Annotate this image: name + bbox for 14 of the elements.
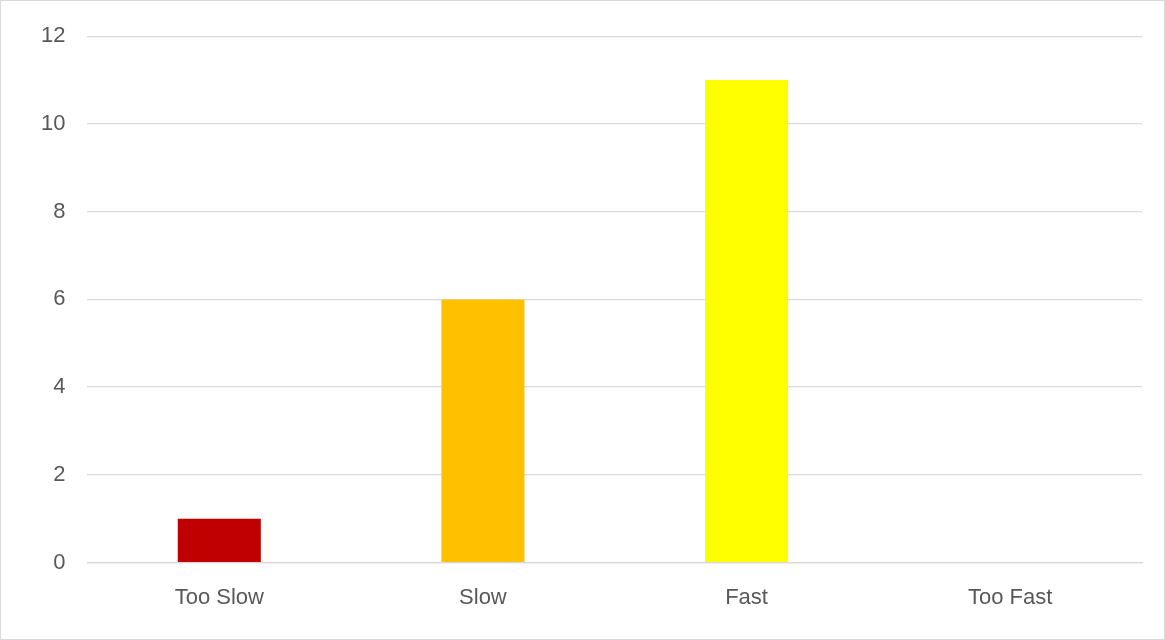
bar [441, 299, 525, 562]
y-tick-label: 8 [53, 197, 66, 223]
x-tick-label: Too Slow [174, 583, 265, 609]
y-tick-label: 6 [53, 285, 66, 311]
y-tick-label: 4 [53, 373, 66, 399]
y-tick-label: 2 [53, 460, 66, 486]
x-tick-label: Fast [725, 583, 768, 609]
bar [177, 518, 261, 562]
y-tick-label: 10 [40, 110, 66, 135]
y-tick-label: 0 [53, 548, 66, 574]
y-tick-label: 12 [40, 22, 66, 48]
bar [705, 80, 789, 562]
x-tick-label: Too Fast [968, 583, 1053, 609]
x-tick-label: Slow [459, 583, 507, 609]
